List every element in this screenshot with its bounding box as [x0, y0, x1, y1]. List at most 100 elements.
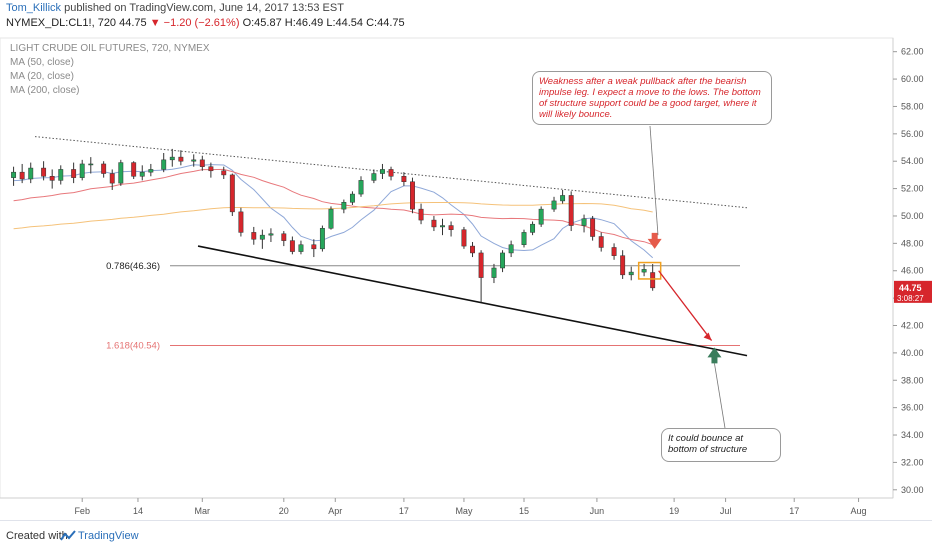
candle [169, 148, 175, 167]
candle-body [568, 195, 574, 226]
candle-body [251, 232, 257, 240]
fib-levels: 0.786(46.36) 1.618(40.54) [106, 261, 740, 351]
candle [118, 159, 124, 186]
red-down-arrow-icon [647, 232, 662, 249]
ohlc-values: O:45.87 H:46.49 L:44.54 C:44.75 [242, 17, 405, 29]
candle-body [611, 247, 617, 256]
y-tick-label: 40.00 [901, 348, 924, 358]
candle [41, 161, 47, 181]
candle [410, 177, 415, 214]
y-tick-label: 42.00 [901, 321, 924, 331]
candle [560, 189, 566, 204]
candle-body [41, 167, 47, 177]
candle-body [148, 169, 154, 173]
tradingview-brand[interactable]: TradingView [78, 530, 139, 542]
x-axis: Feb 14 Mar 20 Apr 17 May 15 Jun 19 Jul 17 Aug [0, 497, 893, 516]
symbol-ohlc-line: NYMEX_DL:CL1!, 720 44.75 ▼ −1.20 (−2.61%… [6, 17, 405, 29]
candle-body [221, 170, 227, 176]
candle-body [418, 208, 424, 221]
candle-body [191, 159, 197, 162]
candle-body [178, 156, 184, 162]
candle [88, 157, 94, 174]
y-tick-label: 34.00 [901, 430, 924, 440]
candle [101, 161, 107, 178]
candle-body [521, 232, 527, 245]
candle [401, 172, 407, 186]
y-tick-label: 48.00 [901, 238, 924, 248]
annotation-callout-bottom[interactable]: It could bounce at bottom of structure [661, 428, 781, 462]
candle-body [268, 233, 274, 236]
candle-body [118, 162, 124, 184]
ma50-line [13, 168, 653, 246]
candle-body [88, 163, 94, 166]
candle [620, 250, 626, 279]
candle [139, 165, 145, 181]
candle [650, 264, 656, 291]
candle [148, 163, 154, 177]
candle [268, 228, 274, 242]
x-tick-label: May [455, 506, 473, 516]
candle [641, 263, 647, 277]
candle-body [208, 166, 214, 172]
candle [208, 162, 214, 178]
candle-body [139, 171, 145, 177]
x-tick-label: Aug [851, 506, 867, 516]
candle-body [58, 169, 64, 181]
y-tick-label: 38.00 [901, 375, 924, 385]
y-tick-label: 50.00 [901, 211, 924, 221]
candle-body [380, 169, 385, 174]
chart-legend: LIGHT CRUDE OIL FUTURES, 720, NYMEX MA (… [10, 42, 210, 98]
price-chart[interactable]: 0.786(46.36) 1.618(40.54) 62.00 60.00 58.00… [0, 34, 932, 520]
candle-body [620, 255, 626, 276]
candle-body [491, 267, 497, 278]
candle-body [109, 173, 115, 184]
footer: Created with TradingView [0, 520, 932, 550]
candle [568, 191, 574, 232]
candle-body [79, 163, 85, 178]
x-tick-label: Feb [74, 506, 90, 516]
annotation-callout-top[interactable]: Weakness after a weak pullback after the… [532, 71, 772, 125]
candle [328, 206, 334, 230]
candle [349, 191, 355, 206]
candle-body [598, 236, 604, 248]
candle [470, 241, 475, 258]
candle [178, 150, 184, 166]
candle [221, 166, 227, 180]
candle [11, 166, 17, 186]
candle [298, 240, 304, 255]
candle-body [641, 269, 647, 273]
candle-body [388, 169, 394, 177]
candle-body [341, 202, 347, 210]
chart-area[interactable]: 0.786(46.36) 1.618(40.54) 62.00 60.00 58.00… [0, 34, 932, 520]
candle-body [19, 171, 25, 180]
candle [508, 240, 514, 258]
candle-body [199, 159, 205, 167]
y-tick-label: 58.00 [901, 101, 924, 111]
x-tick-label: Jun [590, 506, 605, 516]
candle [530, 221, 536, 236]
y-tick-label: 30.00 [901, 485, 924, 495]
author-link[interactable]: Tom_Killick [6, 2, 62, 14]
candle-body [440, 225, 445, 228]
y-tick-label: 60.00 [901, 74, 924, 84]
trendline-lower [197, 245, 748, 357]
candle-body [289, 240, 295, 252]
y-tick-label: 52.00 [901, 184, 924, 194]
candle-body [229, 174, 235, 213]
candle [500, 250, 505, 273]
candle [319, 225, 325, 252]
legend-ma20[interactable]: MA (20, close) [10, 71, 74, 82]
legend-ma200[interactable]: MA (200, close) [10, 85, 80, 96]
candle [19, 163, 25, 184]
candle-body [101, 163, 107, 174]
candle [49, 169, 55, 189]
candle [388, 166, 394, 181]
price-change: ▼ −1.20 (−2.61%) [149, 17, 240, 29]
candle-body [71, 169, 77, 178]
legend-ma50[interactable]: MA (50, close) [10, 57, 74, 68]
candle [199, 155, 205, 171]
x-tick-label: 15 [519, 506, 529, 516]
candle [611, 243, 617, 260]
ma20-line [13, 164, 654, 259]
y-axis: 62.00 60.00 58.00 56.00 54.00 52.00 50.00 48.00… [892, 38, 932, 498]
